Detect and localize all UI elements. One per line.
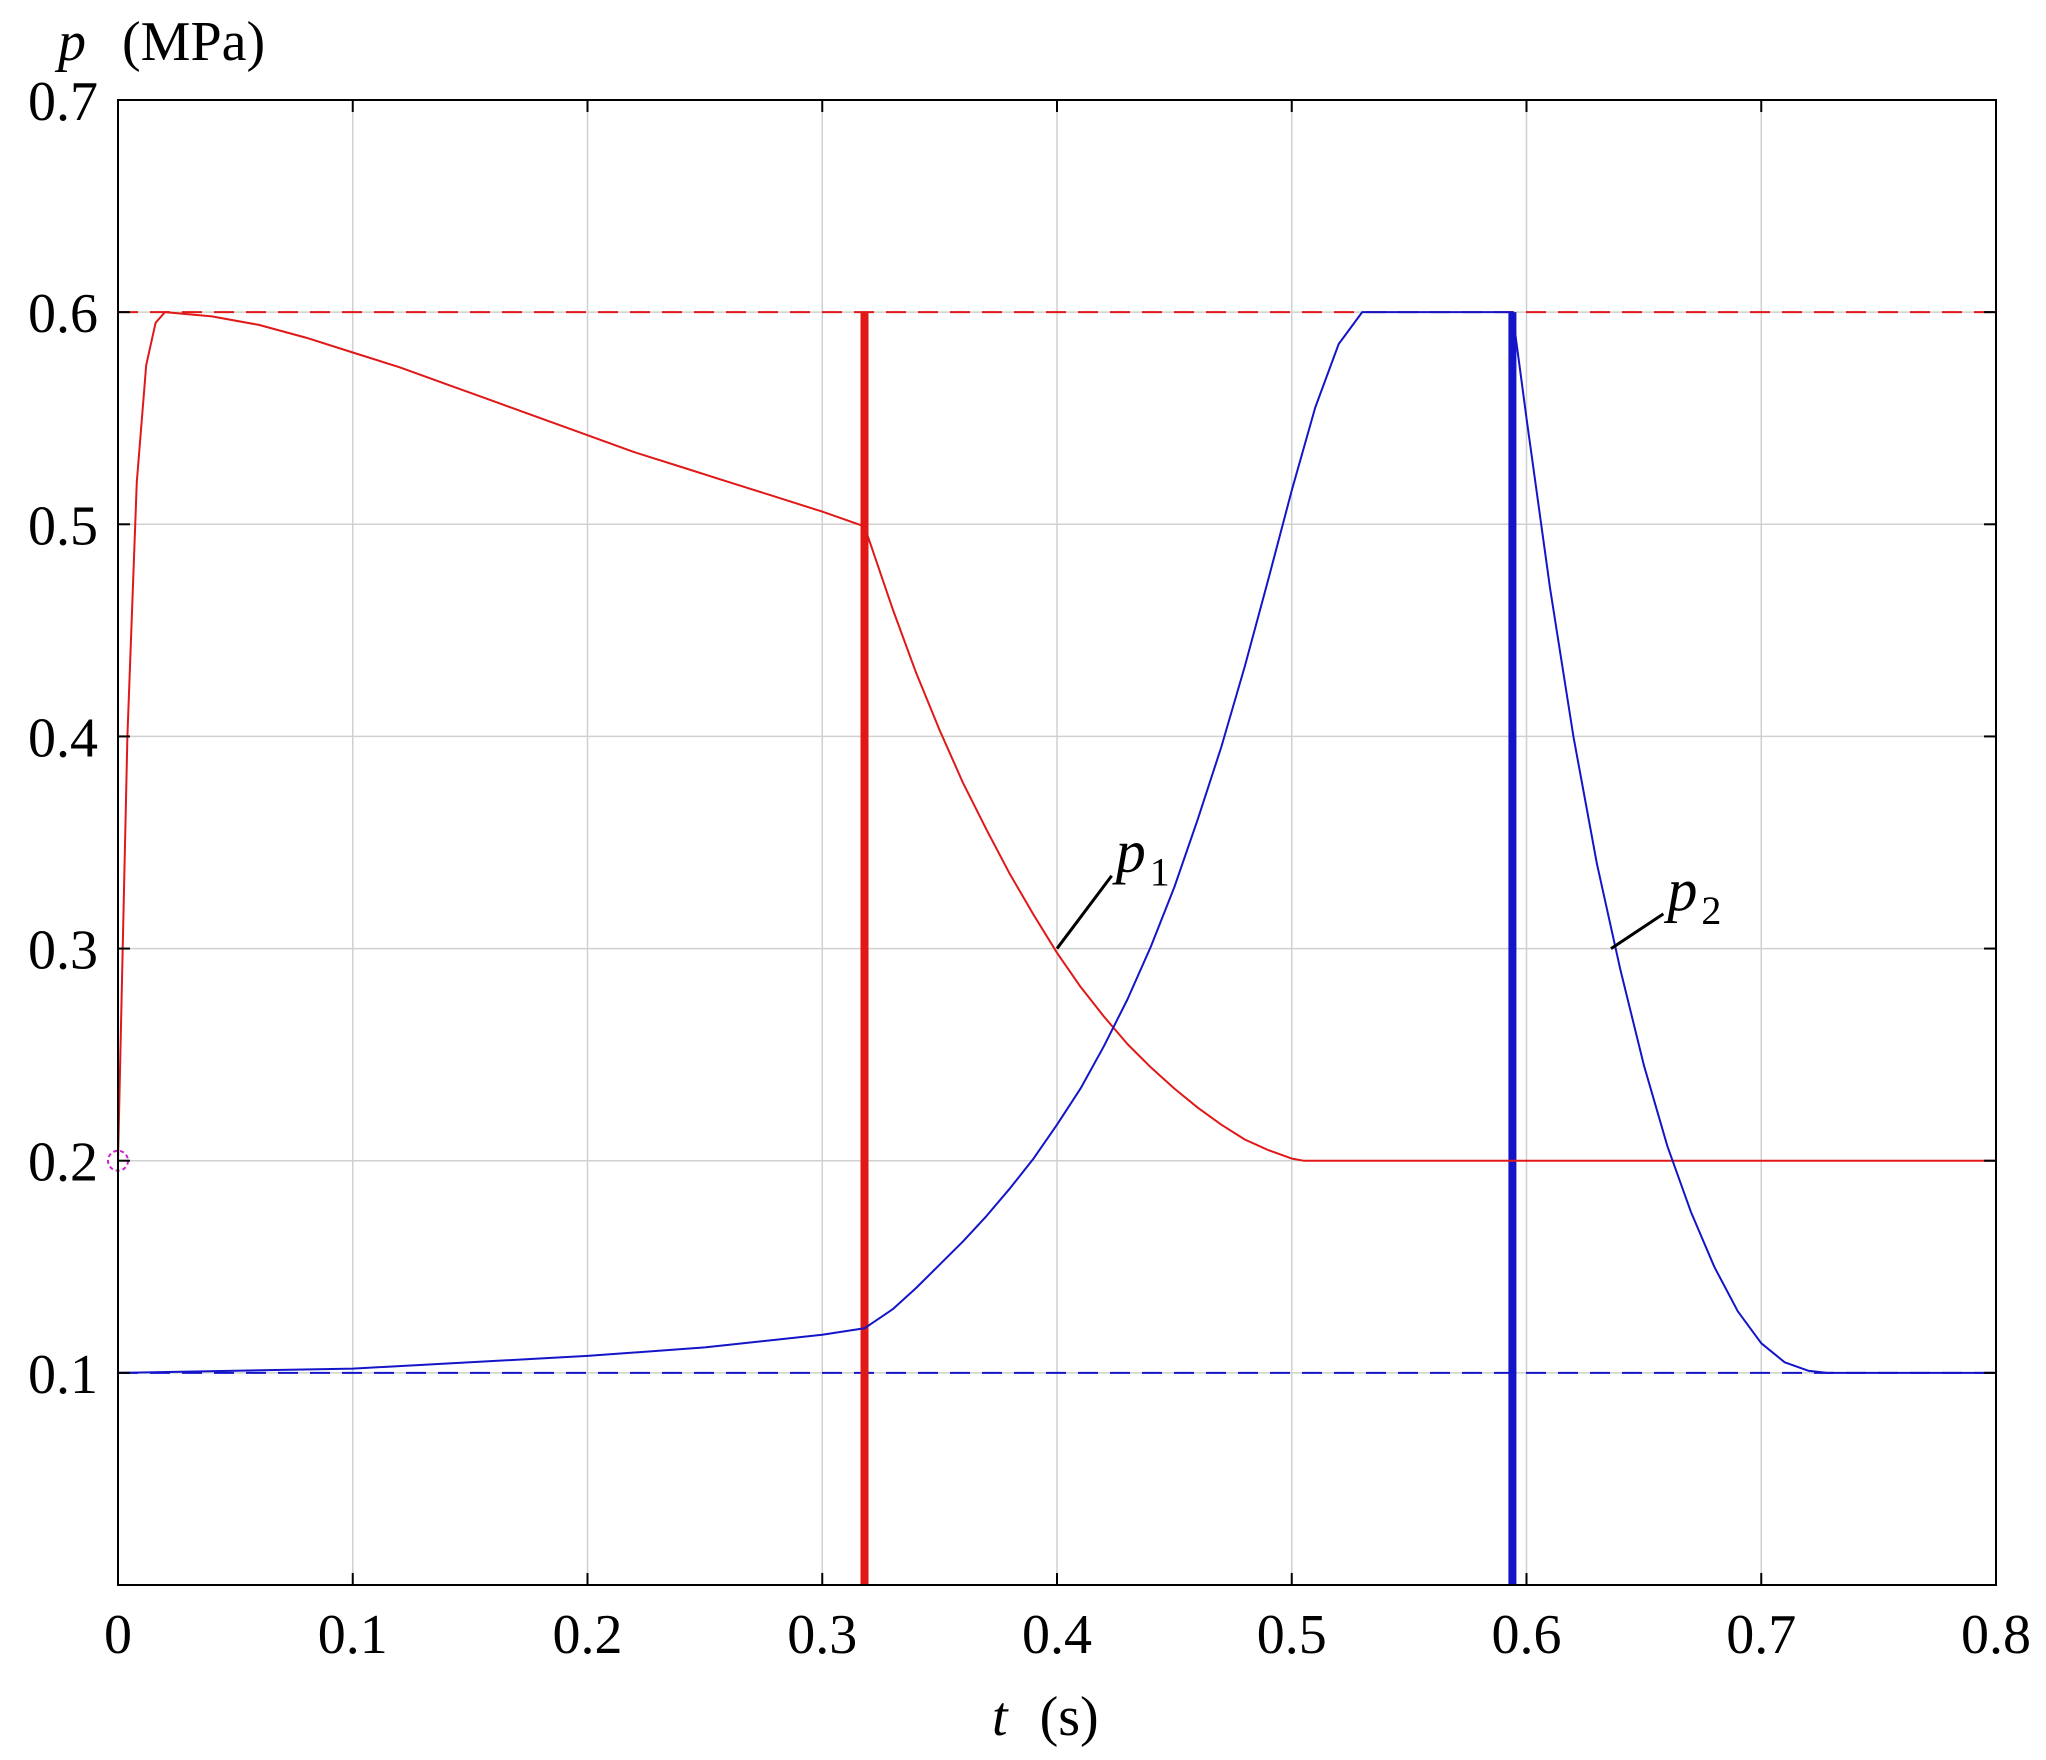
series-line-p1 <box>117 311 1996 1162</box>
x-tick-label: 0.3 <box>787 1604 857 1666</box>
annotation-leader-p1 <box>1055 874 1113 950</box>
y-tick-label: 0.6 <box>28 283 98 345</box>
tick-marks <box>117 99 1997 1585</box>
y-tick-label: 0.2 <box>28 1132 98 1194</box>
series-label-base: p <box>1112 819 1146 885</box>
y-tick-label: 0.4 <box>28 707 98 769</box>
y-axis-unit: (MPa) <box>122 11 265 73</box>
y-axis-symbol: p <box>54 11 86 73</box>
series-line-p2 <box>117 311 1996 1374</box>
reference-lines <box>118 311 1996 1585</box>
x-tick-label: 0.7 <box>1726 1604 1796 1666</box>
y-axis-label: p (MPa) <box>54 11 265 73</box>
series-label-base: p <box>1663 857 1697 923</box>
x-tick-label: 0.5 <box>1257 1604 1327 1666</box>
x-tick-label: 0.4 <box>1022 1604 1092 1666</box>
x-tick-label: 0.2 <box>553 1604 623 1666</box>
series-lines <box>107 311 1996 1374</box>
y-tick-label: 0.5 <box>28 495 98 557</box>
x-tick-label: 0.6 <box>1492 1604 1562 1666</box>
y-tick-labels: 0.1 0.2 0.3 0.4 0.5 0.6 0.7 <box>28 71 98 1406</box>
x-tick-label: 0.8 <box>1961 1604 2031 1666</box>
series-label-subscript: 2 <box>1701 888 1721 933</box>
y-tick-label: 0.3 <box>28 920 98 982</box>
series-label-subscript: 1 <box>1150 850 1170 895</box>
y-tick-label: 0.1 <box>28 1344 98 1406</box>
x-tick-label: 0.1 <box>318 1604 388 1666</box>
annotation-leader-p2 <box>1610 912 1665 950</box>
x-tick-labels: 0 0.1 0.2 0.3 0.4 0.5 0.6 0.7 0.8 <box>104 1604 2031 1666</box>
x-tick-label: 0 <box>104 1604 132 1666</box>
y-tick-label: 0.7 <box>28 71 98 133</box>
x-axis-unit: (s) <box>1040 1686 1099 1748</box>
x-axis-label: t (s) <box>992 1686 1099 1748</box>
grid-lines <box>118 100 1996 1585</box>
x-axis-symbol: t <box>992 1686 1009 1748</box>
